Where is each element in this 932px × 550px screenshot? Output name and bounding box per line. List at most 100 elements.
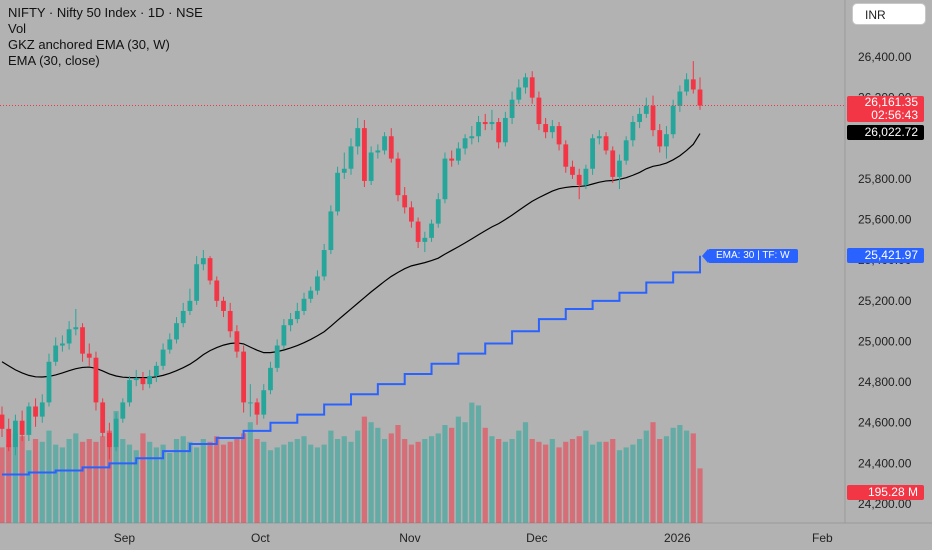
candle-body bbox=[422, 237, 428, 242]
volume-bar bbox=[381, 439, 388, 523]
price-tick-label: 25,800.00 bbox=[858, 172, 912, 186]
candle-body bbox=[630, 122, 636, 141]
volume-bar bbox=[39, 441, 45, 523]
anchored-ema-series bbox=[2, 255, 701, 476]
candle-body bbox=[502, 117, 508, 143]
candle bbox=[341, 152, 347, 179]
volume-bar bbox=[180, 436, 186, 523]
candle bbox=[33, 398, 38, 427]
volume-bar bbox=[375, 427, 381, 523]
volume-legend[interactable]: Vol bbox=[8, 21, 27, 36]
anchored-ema-value-tag: 25,421.97 bbox=[847, 248, 924, 263]
candle bbox=[462, 134, 468, 155]
candle bbox=[449, 150, 455, 167]
candle bbox=[207, 256, 213, 285]
volume-bar bbox=[361, 416, 368, 523]
time-tick-label: Nov bbox=[399, 531, 420, 545]
volume-bar bbox=[677, 425, 683, 523]
time-tick-label: Dec bbox=[526, 531, 547, 545]
volume-bar bbox=[66, 439, 72, 523]
candle bbox=[516, 79, 522, 104]
candle bbox=[281, 319, 287, 350]
ema-legend[interactable]: EMA (30, close) bbox=[8, 53, 100, 68]
candle bbox=[429, 219, 434, 242]
volume-bar bbox=[690, 433, 696, 523]
volume-bar bbox=[576, 436, 582, 523]
anchored-ema-legend[interactable]: GKZ anchored EMA (30, W) bbox=[8, 37, 170, 52]
volume-bar bbox=[449, 427, 455, 523]
volume-bar bbox=[502, 441, 508, 523]
volume-bar bbox=[475, 405, 482, 523]
candle-body bbox=[174, 323, 179, 340]
candle-body bbox=[294, 310, 300, 320]
candle-body bbox=[33, 406, 38, 417]
volume-bar bbox=[455, 416, 461, 523]
candle bbox=[100, 398, 106, 437]
candle-body bbox=[684, 79, 689, 92]
candle-body bbox=[650, 105, 656, 131]
volume-bar bbox=[200, 439, 206, 523]
volume-bar bbox=[281, 444, 287, 523]
candle-body bbox=[670, 105, 676, 135]
candle-body bbox=[388, 136, 394, 159]
candle bbox=[395, 152, 401, 202]
candle-body bbox=[288, 319, 293, 326]
chart-legend: NIFTY · Nifty 50 Index · 1D · NSE Vol GK… bbox=[8, 5, 203, 69]
candle-body bbox=[106, 432, 112, 448]
candle bbox=[643, 97, 649, 118]
volume-bar bbox=[301, 436, 307, 523]
candle bbox=[509, 91, 515, 125]
candle bbox=[563, 140, 569, 173]
currency-button[interactable]: INR bbox=[852, 3, 926, 25]
volume-bar bbox=[153, 447, 159, 523]
candle-body bbox=[80, 327, 85, 354]
last-price-value: 26,161.35 bbox=[864, 95, 918, 109]
candle bbox=[523, 73, 528, 94]
volume-bar bbox=[395, 425, 401, 523]
candle bbox=[543, 117, 549, 139]
volume-bar bbox=[442, 425, 448, 523]
candle-body bbox=[6, 428, 12, 448]
volume-bar bbox=[334, 439, 341, 523]
candle-body bbox=[261, 390, 267, 415]
symbol-title[interactable]: NIFTY · Nifty 50 Index · 1D · NSE bbox=[8, 5, 203, 20]
volume-bar bbox=[207, 441, 213, 523]
candle-body bbox=[39, 402, 45, 417]
volume-bar bbox=[563, 441, 569, 523]
volume-bar bbox=[388, 433, 394, 523]
volume-bar bbox=[590, 444, 596, 523]
volume-value-tag: 195.28 M bbox=[847, 485, 924, 500]
candle bbox=[637, 107, 642, 129]
candle bbox=[368, 146, 374, 186]
candle-body bbox=[556, 126, 562, 145]
candle bbox=[315, 270, 320, 295]
candle-body bbox=[382, 136, 387, 151]
candle bbox=[268, 361, 273, 395]
volume-bar bbox=[321, 444, 327, 523]
candle bbox=[603, 132, 609, 155]
candle bbox=[60, 335, 65, 352]
volume-bar bbox=[227, 441, 233, 523]
volume-bar bbox=[32, 439, 39, 523]
candle-body bbox=[664, 134, 669, 147]
volume-bar bbox=[657, 439, 663, 523]
candle-body bbox=[0, 414, 5, 429]
volume-bar bbox=[408, 444, 415, 523]
candle bbox=[409, 201, 414, 228]
candle bbox=[697, 77, 703, 110]
volume-bar bbox=[261, 441, 267, 523]
candle-body bbox=[643, 105, 649, 114]
candle-body bbox=[355, 128, 361, 147]
volume-bar bbox=[422, 439, 428, 523]
candle bbox=[422, 231, 428, 253]
volume-bar bbox=[53, 444, 59, 523]
price-tick-label: 24,800.00 bbox=[858, 375, 912, 389]
candle-body bbox=[482, 122, 488, 125]
candle bbox=[140, 371, 146, 391]
candle bbox=[455, 142, 461, 165]
volume-bar bbox=[160, 444, 166, 523]
volume-bar bbox=[46, 430, 52, 523]
volume-bar bbox=[630, 444, 636, 523]
candle-body bbox=[429, 223, 434, 238]
